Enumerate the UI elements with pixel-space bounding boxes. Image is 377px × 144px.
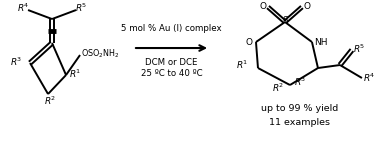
Text: 11 examples: 11 examples — [270, 118, 331, 127]
Text: $R^5$: $R^5$ — [353, 43, 365, 55]
Text: $R^3$: $R^3$ — [294, 76, 306, 88]
Text: DCM or DCE: DCM or DCE — [145, 57, 198, 67]
Text: 25 ºC to 40 ºC: 25 ºC to 40 ºC — [141, 69, 202, 77]
Text: OSO$_2$NH$_2$: OSO$_2$NH$_2$ — [81, 48, 120, 60]
Text: $R^2$: $R^2$ — [272, 82, 284, 94]
Text: O: O — [259, 2, 267, 11]
Text: $R^3$: $R^3$ — [10, 56, 22, 68]
Text: S: S — [282, 16, 288, 24]
Text: $R^1$: $R^1$ — [69, 68, 81, 80]
Text: $R^4$: $R^4$ — [363, 72, 375, 84]
Text: $R^4$: $R^4$ — [17, 2, 29, 14]
Text: $R^5$: $R^5$ — [75, 2, 87, 14]
Text: NH: NH — [314, 38, 328, 47]
Text: O: O — [245, 38, 253, 47]
Text: up to 99 % yield: up to 99 % yield — [261, 104, 339, 112]
Text: $R^2$: $R^2$ — [44, 95, 56, 107]
Text: $R^1$: $R^1$ — [236, 59, 248, 71]
Text: 5 mol % Au (I) complex: 5 mol % Au (I) complex — [121, 23, 222, 33]
Text: O: O — [303, 2, 311, 11]
